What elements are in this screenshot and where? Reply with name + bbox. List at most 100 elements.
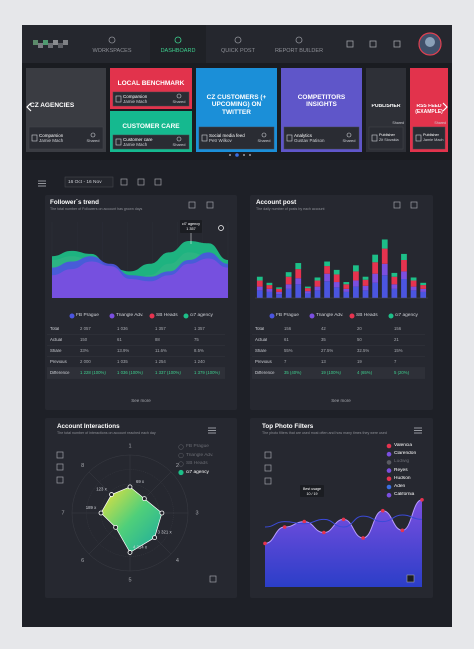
date-picker[interactable] [64, 176, 114, 188]
table-cell: 32.5% [357, 348, 370, 353]
card-owner: Jamie Mach [123, 99, 148, 104]
bar-segment [333, 269, 340, 275]
widget-icon[interactable] [393, 201, 401, 209]
card-status: Shared [172, 143, 186, 147]
widget-icon[interactable] [264, 464, 272, 472]
table-cell: 1 035 [117, 359, 128, 364]
legend-swatch[interactable] [178, 469, 184, 476]
bar-segment [420, 291, 427, 298]
widget-icon[interactable] [56, 451, 64, 459]
legend-label[interactable]: Ludwig [394, 459, 410, 465]
widget-icon[interactable] [188, 201, 196, 209]
table-cell: 1 036 (100%) [117, 370, 143, 375]
legend-swatch[interactable] [386, 451, 392, 457]
legend-swatch[interactable] [386, 492, 392, 498]
bar-segment [314, 280, 321, 287]
toolbar-icon[interactable] [154, 178, 162, 186]
date-range[interactable]: 16 Oct - 16 Nov [68, 179, 102, 185]
bar-segment [324, 261, 330, 267]
carousel-dot[interactable] [243, 154, 245, 156]
carousel-dot[interactable] [235, 153, 239, 157]
bar-segment [295, 284, 302, 298]
legend-label[interactable]: Valencia [394, 443, 413, 448]
bar-segment [333, 287, 340, 298]
legend-swatch[interactable] [178, 461, 184, 467]
bar-segment [362, 279, 369, 286]
widget-icon[interactable] [56, 476, 64, 484]
toolbar-icon[interactable] [120, 178, 128, 186]
table-row-label: Actual [50, 337, 62, 342]
line-point [263, 541, 267, 546]
table-cell: 4 (65%) [357, 370, 373, 375]
table-cell: 5 (20%) [394, 370, 410, 375]
nav-item[interactable]: QUICK POST [221, 48, 255, 54]
legend-label[interactable]: Clarendon [394, 451, 417, 457]
card-type: Customer care [123, 136, 153, 142]
legend-label: FB Prague [276, 313, 299, 318]
carousel-dot[interactable] [229, 154, 231, 156]
zoom-icon[interactable] [218, 225, 224, 231]
radar-axis-label: 7 [61, 510, 64, 516]
legend-swatch[interactable] [386, 484, 392, 490]
legend-swatch [109, 313, 115, 319]
legend-swatch[interactable] [178, 452, 184, 459]
legend-swatch[interactable] [386, 460, 392, 465]
legend-swatch[interactable] [386, 468, 392, 473]
table-cell: 150 [80, 337, 88, 342]
widget-title: Follower´s trend [50, 199, 99, 206]
widget-icon[interactable] [56, 463, 64, 471]
card-type-icon [415, 134, 422, 142]
see-more[interactable]: See more [331, 398, 351, 403]
table-row-highlight [252, 368, 425, 378]
line-point [380, 508, 385, 513]
nav-action-icon[interactable] [393, 40, 401, 48]
table-cell: 156 [284, 326, 292, 331]
card-status: Shared [434, 121, 446, 125]
bar-segment [391, 288, 398, 298]
nav-action-icon[interactable] [369, 40, 377, 48]
legend-label[interactable]: Reyes [394, 467, 408, 473]
widget-icon[interactable] [264, 477, 272, 485]
card-status: Shared [392, 121, 404, 125]
legend-label[interactable]: FB Prague [186, 444, 209, 449]
legend-label: SB Heads [356, 313, 378, 318]
widget-icon[interactable] [206, 201, 214, 209]
widget-icon[interactable] [406, 574, 415, 583]
logo-pixel [58, 43, 63, 48]
legend-label[interactable]: Hudson [394, 475, 411, 481]
nav-item[interactable]: WORKSPACES [92, 48, 132, 54]
widget-icon[interactable] [410, 201, 418, 209]
legend-label[interactable]: SB Heads [186, 461, 208, 466]
card-status: Shared [86, 139, 100, 143]
widget-icon[interactable] [264, 451, 272, 459]
table-row-label: Actual [255, 337, 267, 342]
shared-icon [346, 132, 352, 138]
nav-item[interactable]: DASHBOARD [160, 48, 196, 54]
legend-label[interactable]: Triangle Adv. [186, 452, 214, 458]
bar-segment [420, 285, 427, 289]
bar-segment [266, 291, 273, 298]
nav-action-icon[interactable] [346, 40, 354, 48]
carousel-dot[interactable] [249, 154, 251, 156]
legend-swatch[interactable] [386, 476, 392, 482]
radar-axis-label: 3 [195, 510, 198, 516]
carousel-next[interactable] [442, 102, 448, 112]
toolbar-icon[interactable] [137, 178, 145, 186]
widget-icon[interactable] [209, 575, 217, 583]
radar-axis-label: 4 [176, 558, 179, 564]
legend-label[interactable]: Aden [394, 484, 406, 489]
see-more[interactable]: See more [131, 398, 151, 403]
value-annotation: 69 x [136, 479, 145, 484]
card-type: Social media feed [209, 132, 245, 138]
legend-label[interactable]: ci7 agency [186, 469, 209, 475]
nav-item[interactable]: REPORT BUILDER [274, 48, 324, 54]
legend-label[interactable]: California [394, 492, 415, 498]
table-cell: 15% [394, 348, 403, 353]
legend-swatch[interactable] [178, 444, 184, 450]
legend-swatch[interactable] [386, 443, 392, 449]
carousel-prev[interactable] [26, 102, 32, 112]
widget-subtitle: The total number of Followers on account… [50, 207, 143, 211]
line-series [264, 514, 423, 528]
radar-point [159, 510, 165, 516]
card-type: Comparsion [39, 132, 64, 138]
